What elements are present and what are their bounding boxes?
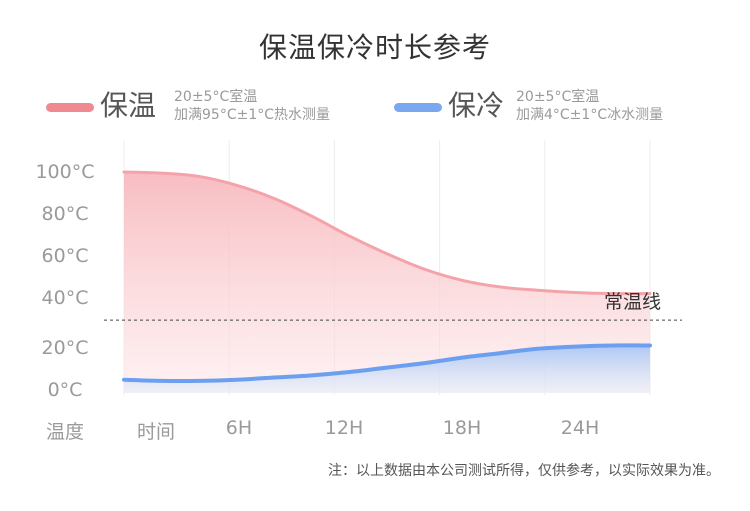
legend-note-keep-cold-line2: 加满4°C±1°C冰水测量: [516, 107, 664, 123]
legend-label-keep-cold: 保冷: [448, 89, 505, 122]
legend-note-keep-cold: 20±5°C室温 加满4°C±1°C冰水测量: [516, 88, 663, 124]
x-tick-label: 12H: [324, 417, 364, 439]
y-tick-label: 0°C: [47, 379, 83, 401]
legend-item-keep-cold: 保冷 20±5°C室温 加满4°C±1°C冰水测量: [394, 86, 714, 126]
legend-label-keep-warm: 保温: [100, 89, 157, 122]
y-tick-label: 100°C: [35, 161, 95, 183]
series-line-keep-warm: [122, 170, 652, 296]
chart-title: 保温保冷时长参考: [258, 31, 491, 64]
x-tick-label: 18H: [442, 417, 482, 439]
x-tick-label: 6H: [225, 417, 253, 439]
y-tick-label: 80°C: [41, 203, 89, 225]
x-tick-label: 24H: [560, 417, 600, 439]
series-area-keep-warm: [124, 172, 650, 393]
footnote: 注：以上数据由本公司测试所得，仅供参考，以实际效果为准。: [328, 463, 720, 479]
y-tick-label: 40°C: [41, 287, 89, 309]
legend-swatch-keep-warm: [46, 103, 94, 112]
y-tick-label: 20°C: [41, 337, 89, 359]
legend-swatch-keep-cold: [394, 103, 442, 112]
legend-note-keep-warm-line2: 加满95°C±1°C热水测量: [174, 107, 331, 123]
series-line-keep-cold: [122, 343, 652, 383]
x-axis-label: 时间: [136, 421, 176, 443]
legend-note-keep-warm-line1: 20±5°C室温: [174, 89, 258, 105]
y-axis-label: 温度: [45, 421, 84, 443]
legend-item-keep-warm: 保温 20±5°C室温 加满95°C±1°C热水测量: [46, 86, 366, 126]
y-tick-label: 60°C: [41, 245, 89, 267]
legend-note-keep-warm: 20±5°C室温 加满95°C±1°C热水测量: [174, 88, 330, 124]
baseline-label: 常温线: [604, 291, 662, 313]
legend-note-keep-cold-line1: 20±5°C室温: [516, 89, 600, 105]
